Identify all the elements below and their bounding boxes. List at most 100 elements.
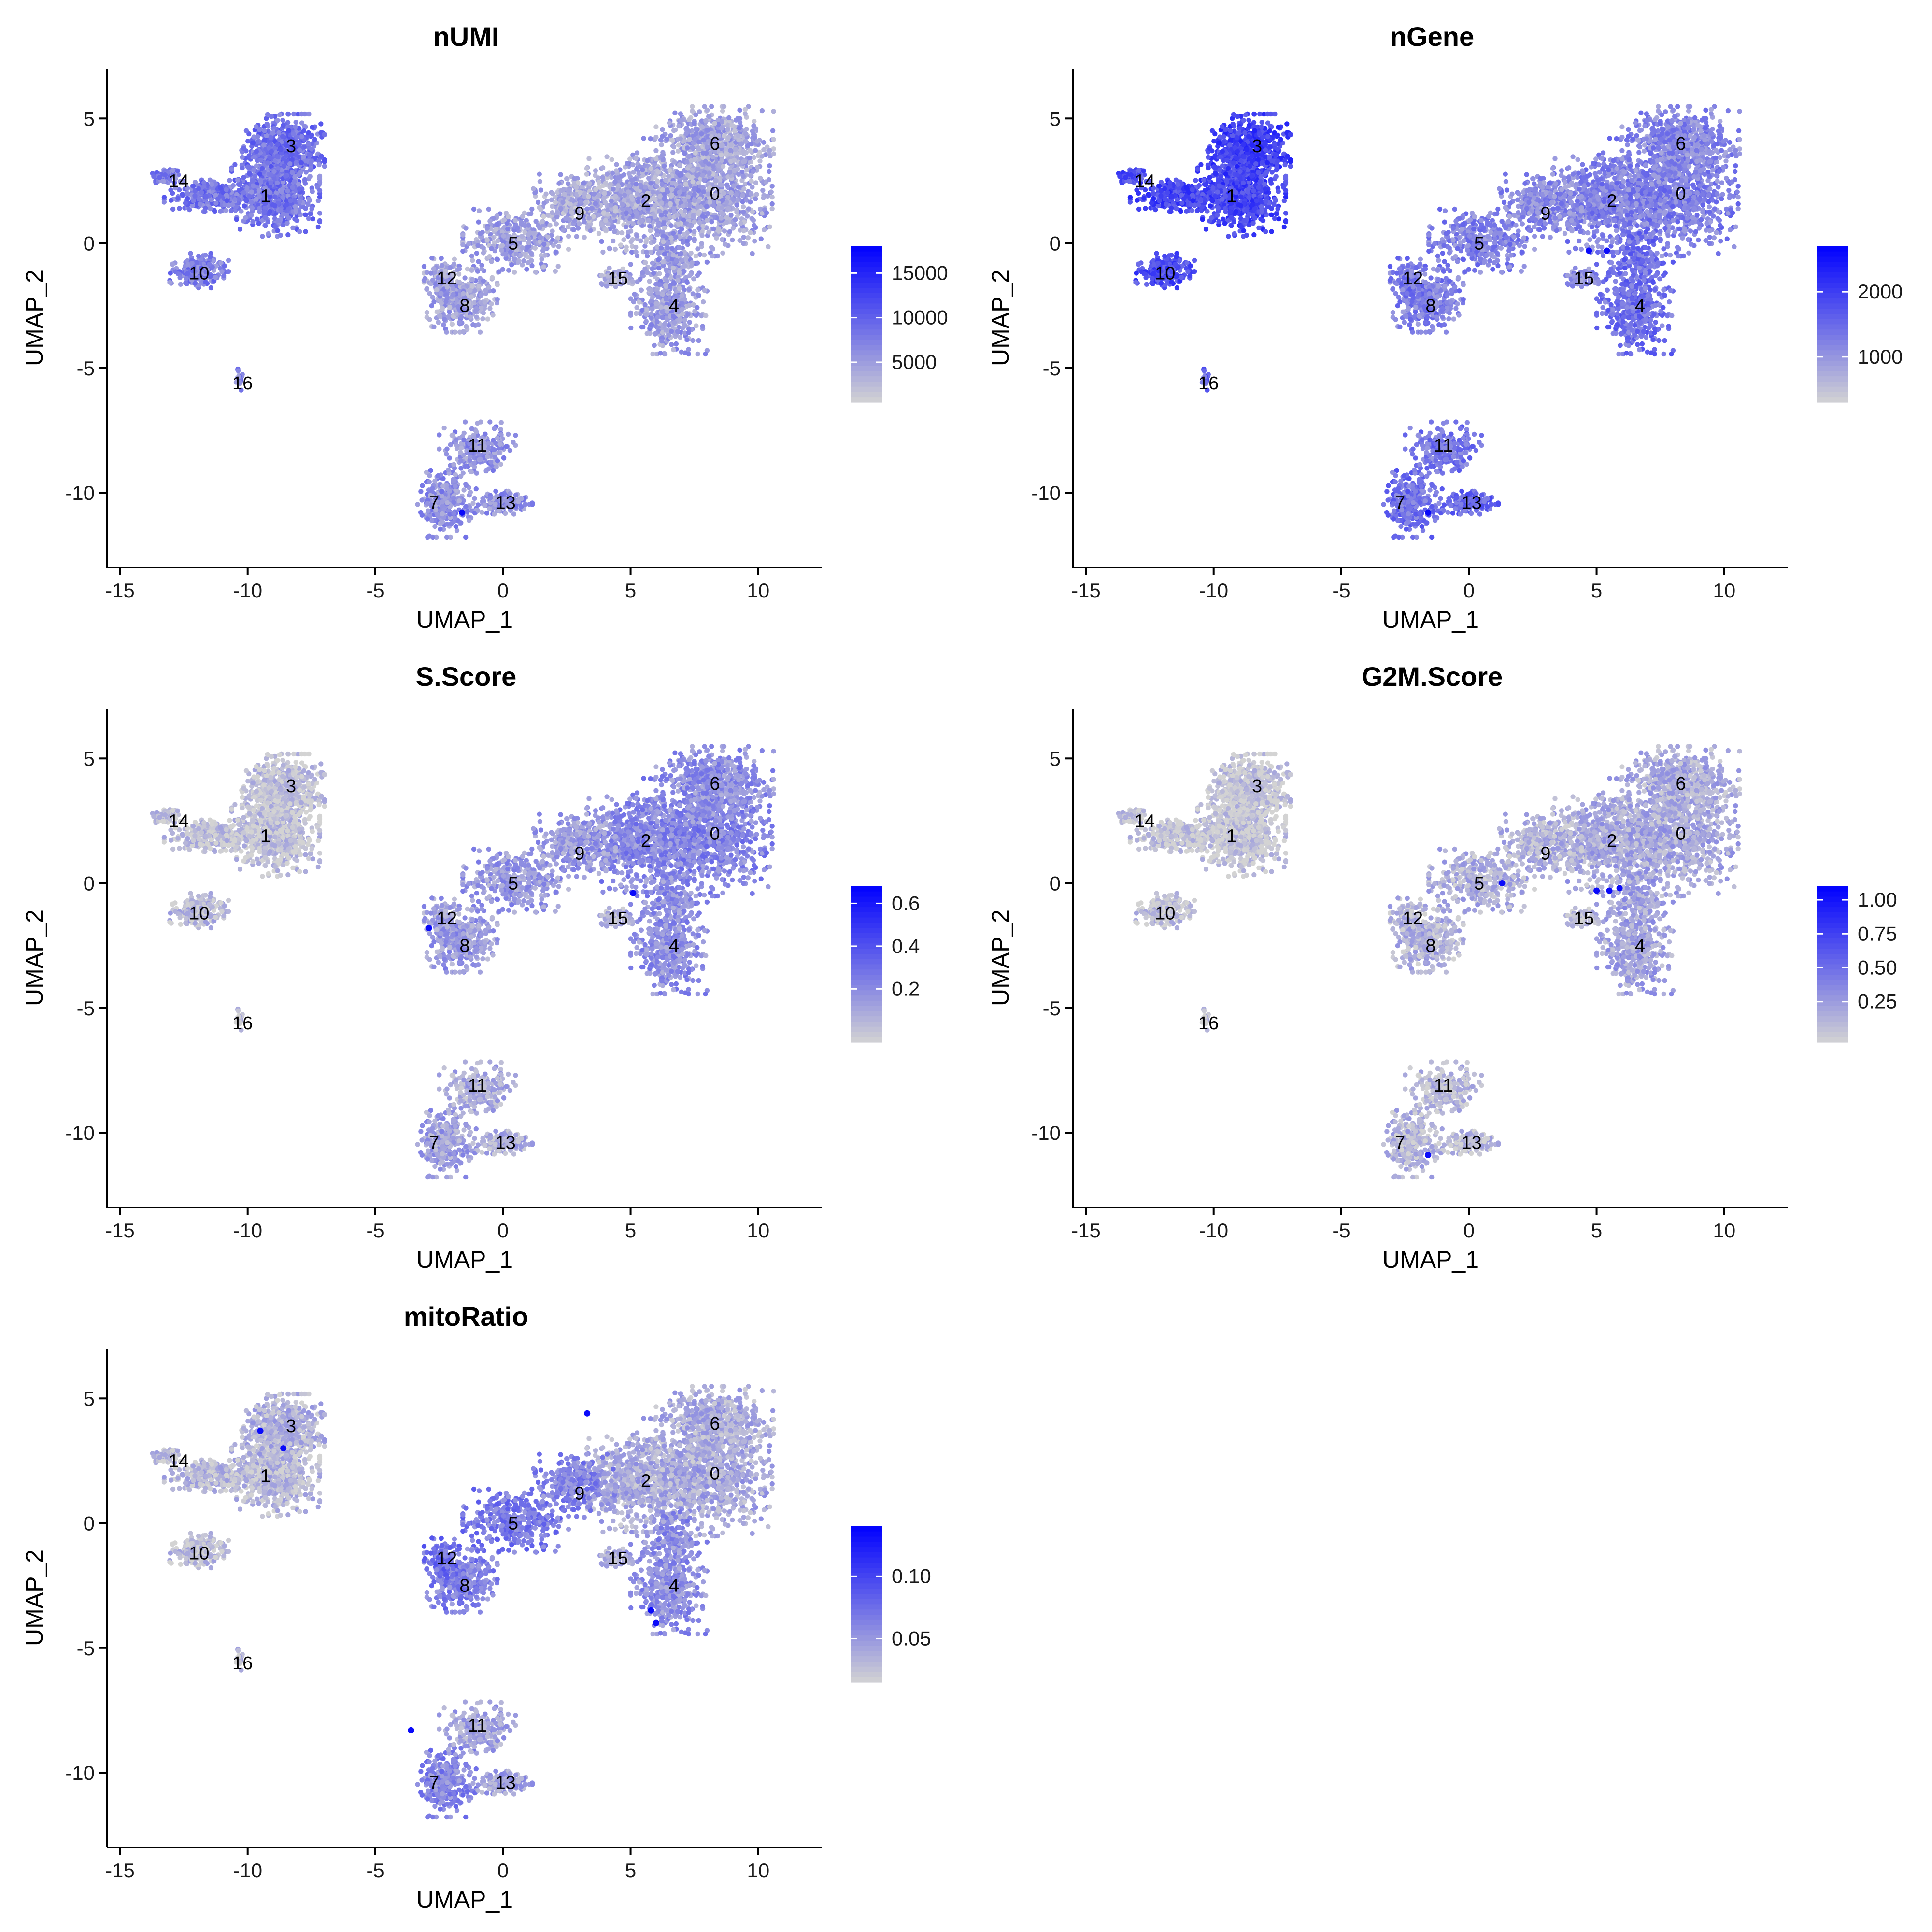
cell-point-cluster-3 [254,124,259,129]
cell-point-cluster-4 [682,317,687,323]
cell-point-cluster-3 [264,121,270,127]
cell-point-cluster-4 [657,282,662,287]
cell-point-cluster-8 [465,266,470,272]
cell-point-cluster-5 [475,243,481,248]
cell-point-cluster-6 [720,164,726,169]
cell-point-cluster-4 [695,260,700,266]
cell-point-cluster-5 [547,223,553,228]
cell-point-cluster-0 [720,198,725,203]
cell-point-cluster-8 [495,297,500,302]
cell-point-cluster-0 [764,210,769,215]
cell-point-cluster-1 [196,186,201,191]
cell-point-cluster-4 [628,325,634,331]
cell-point-cluster-4 [643,319,649,324]
cell-point-cluster-3 [283,173,288,179]
cell-point-cluster-0 [706,229,711,235]
cell-point-cluster-6 [729,123,735,128]
cell-point-cluster-0 [648,136,653,142]
cell-point-cluster-6 [759,108,765,114]
cell-point-cluster-7 [440,511,445,517]
cell-point-cluster-3 [278,147,284,152]
cell-point-cluster-0 [696,226,702,231]
cell-point-cluster-6 [740,149,746,154]
cell-point-cluster-5 [533,270,539,275]
cell-point-cluster-0 [724,220,729,225]
cell-point-cluster-0 [641,136,646,141]
cell-point-cluster-2 [650,189,655,195]
cell-point-cluster-8 [476,322,481,327]
cell-point-cluster-5 [476,219,481,225]
cell-point-cluster-5 [528,211,534,216]
cell-point-cluster-6 [747,148,753,153]
cell-point-cluster-4 [670,265,676,270]
cell-point-cluster-0 [687,223,693,228]
cell-point-cluster-5 [553,239,558,244]
cell-point-cluster-3 [276,130,282,136]
cell-point-cluster-4 [703,313,709,318]
cell-point-cluster-3 [272,114,278,119]
cell-point-cluster-3 [250,140,256,145]
cell-point-cluster-5 [541,264,546,270]
cell-point-cluster-6 [767,169,772,174]
cell-point-cluster-5 [471,206,477,212]
cell-point-cluster-4 [651,270,656,276]
cell-point-cluster-4 [695,305,700,310]
cell-point-cluster-2 [593,168,598,173]
cell-point-cluster-1 [256,221,262,226]
cell-point-cluster-4 [686,287,692,292]
cell-point-cluster-4 [687,273,693,278]
cell-point-cluster-6 [757,158,763,164]
cell-point-cluster-3 [316,162,322,168]
cell-point-cluster-2 [640,167,645,172]
cell-point-cluster-0 [705,211,710,216]
cell-point-cluster-2 [666,173,671,179]
cell-point-cluster-6 [704,150,709,156]
cell-point-cluster-2 [646,218,652,223]
cell-point-cluster-2 [629,177,635,183]
cell-point-cluster-8 [444,329,449,335]
cell-point-cluster-4 [669,246,675,251]
cell-point-cluster-6 [686,154,691,159]
cell-point-cluster-5 [505,227,511,232]
cell-point-cluster-6 [690,108,695,114]
cell-point-cluster-1 [281,222,286,227]
cell-point-cluster-4 [689,260,695,266]
cell-point-cluster-2 [625,161,630,166]
cell-point-cluster-6 [737,107,742,113]
cell-point-cluster-4 [686,303,692,308]
cell-point-cluster-2 [677,190,682,195]
cell-point-cluster-6 [683,131,689,136]
cell-point-cluster-5 [566,234,571,239]
cell-point-cluster-1 [234,192,240,197]
cell-point-cluster-6 [737,125,742,131]
cell-point-cluster-4 [661,239,666,244]
cell-point-cluster-6 [712,121,717,126]
cell-point-cluster-1 [272,203,278,209]
cell-point-cluster-2 [614,162,619,167]
cell-point-cluster-4 [628,262,634,267]
cell-point-cluster-1 [263,215,268,220]
cell-point-cluster-6 [696,146,701,151]
cell-point-cluster-1 [215,196,221,201]
cell-point-cluster-0 [721,211,726,216]
cell-point-cluster-1 [210,186,215,191]
cell-point-cluster-6 [748,172,753,178]
cell-point-cluster-1 [177,179,183,184]
cell-point-cluster-0 [724,215,729,220]
cell-point-cluster-0 [731,197,736,202]
cell-point-cluster-4 [662,251,668,256]
cell-point-cluster-0 [704,218,710,223]
cell-point-cluster-5 [474,251,480,256]
cell-point-cluster-1 [292,179,297,184]
cell-point-cluster-0 [713,178,718,183]
cell-point-cluster-1 [201,180,207,185]
cell-point-cluster-7 [458,520,464,526]
cell-point-cluster-3 [262,128,267,134]
cell-point-cluster-2 [639,218,644,224]
cell-point-cluster-2 [621,237,626,242]
cell-point-cluster-6 [725,135,731,140]
cell-point-cluster-0 [768,189,774,195]
cell-point-cluster-0 [711,203,716,208]
cell-point-cluster-0 [745,235,751,241]
cell-point-cluster-6 [716,163,722,169]
